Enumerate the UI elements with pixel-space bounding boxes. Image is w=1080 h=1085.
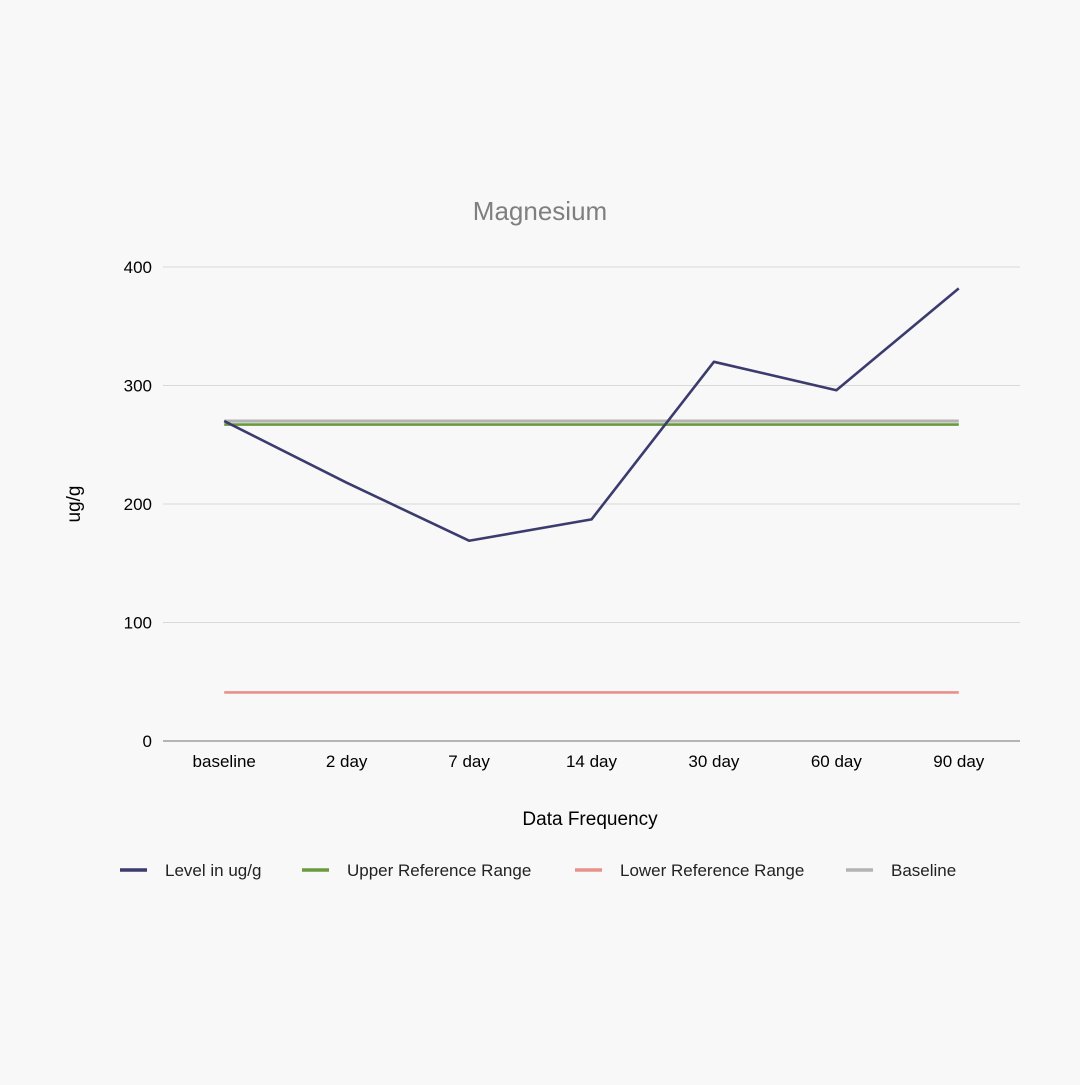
y-axis-tick-labels: 0 100 200 300 400	[124, 258, 152, 751]
y-tick-label: 0	[143, 732, 152, 751]
chart-title: Magnesium	[473, 196, 607, 226]
x-tick-label: 90 day	[933, 752, 985, 771]
legend-label: Lower Reference Range	[620, 861, 804, 880]
y-tick-label: 100	[124, 614, 152, 633]
x-axis-tick-labels: baseline 2 day 7 day 14 day 30 day 60 day 90 d…	[193, 752, 985, 771]
legend-label: Baseline	[891, 861, 956, 880]
y-axis-title: ug/g	[64, 486, 85, 523]
x-axis-title: Data Frequency	[522, 809, 658, 830]
y-tick-label: 400	[124, 258, 152, 277]
x-tick-label: 2 day	[326, 752, 368, 771]
x-tick-label: baseline	[193, 752, 256, 771]
x-tick-label: 14 day	[566, 752, 618, 771]
series-lines	[223, 287, 960, 694]
legend-label: Upper Reference Range	[347, 861, 531, 880]
x-tick-label: 60 day	[811, 752, 863, 771]
y-tick-label: 300	[124, 377, 152, 396]
x-tick-label: 7 day	[448, 752, 490, 771]
series-line-level-in-ug-g	[223, 287, 960, 543]
x-tick-label: 30 day	[688, 752, 740, 771]
y-tick-label: 200	[124, 495, 152, 514]
legend: Level in ug/g Upper Reference Range Lower …	[120, 861, 956, 880]
gridlines	[163, 266, 1020, 623]
legend-label: Level in ug/g	[165, 861, 261, 880]
